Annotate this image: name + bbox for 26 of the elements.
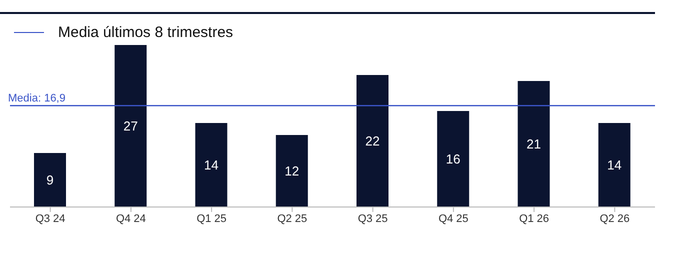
x-tick-label: Q2 25 — [277, 212, 308, 225]
bar — [34, 153, 66, 207]
data-label: 14 — [607, 158, 622, 173]
x-tick-label: Q1 25 — [196, 212, 227, 225]
data-label: 27 — [123, 118, 138, 134]
bar — [437, 111, 470, 207]
x-tick-label: Q4 25 — [438, 212, 468, 225]
data-label: 22 — [365, 134, 380, 149]
x-tick-label: Q3 25 — [358, 212, 388, 225]
text: Media últimos 8 trimestres — [58, 24, 234, 41]
data-label: 9 — [46, 172, 54, 188]
data-label: 21 — [526, 136, 541, 152]
data-label: 14 — [204, 158, 218, 173]
bar — [518, 81, 550, 207]
ref-line-label: Media: 16,9 — [8, 92, 66, 105]
data-label: 12 — [284, 164, 300, 179]
bar — [356, 75, 388, 207]
x-tick-label: Q2 26 — [600, 212, 630, 225]
x-tick-label: Q4 24 — [116, 212, 146, 225]
bar — [114, 45, 147, 207]
bar — [195, 123, 228, 207]
data-label: 16 — [446, 152, 460, 167]
x-tick-label: Q3 24 — [35, 212, 66, 225]
bar — [598, 123, 630, 207]
x-tick-label: Q1 26 — [519, 212, 550, 225]
bar — [276, 135, 308, 207]
